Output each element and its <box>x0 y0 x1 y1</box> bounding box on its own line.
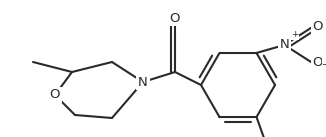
Text: O: O <box>313 20 323 33</box>
Text: O: O <box>50 89 60 102</box>
Text: +: + <box>291 30 298 39</box>
Text: O: O <box>170 12 180 25</box>
Text: O: O <box>313 56 323 69</box>
Text: N: N <box>280 38 289 52</box>
Text: −: − <box>322 60 326 70</box>
Text: N: N <box>138 75 148 89</box>
